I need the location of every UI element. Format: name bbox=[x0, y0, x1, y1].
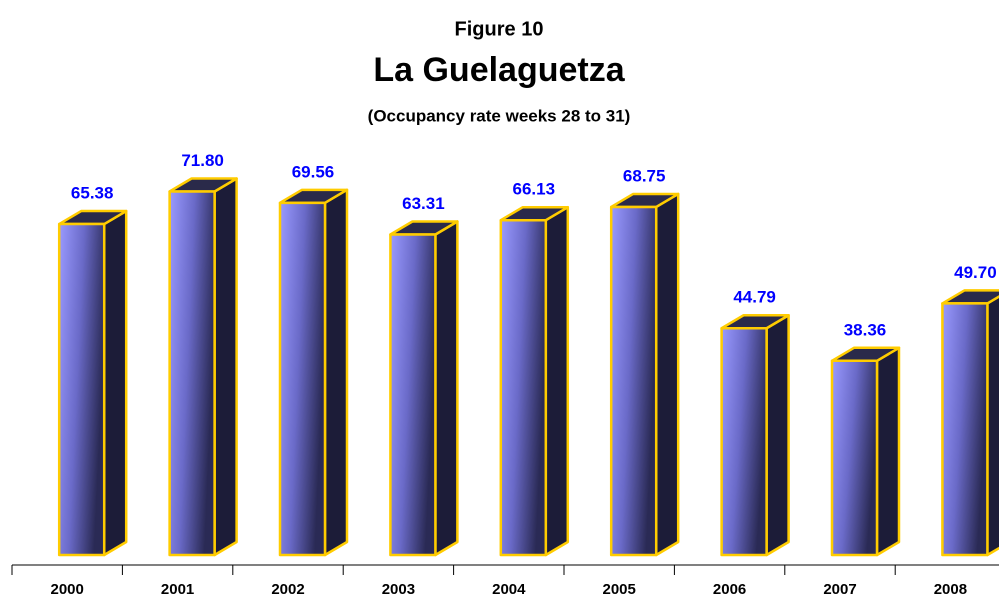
value-label: 66.13 bbox=[513, 180, 556, 199]
chart-subtitle: La Guelaguetza bbox=[373, 51, 625, 89]
bar bbox=[168, 190, 216, 557]
bar bbox=[499, 218, 548, 557]
value-label: 69.56 bbox=[292, 162, 335, 181]
bar bbox=[278, 201, 327, 557]
bar bbox=[609, 205, 658, 557]
bar bbox=[57, 222, 106, 557]
chart-caption: (Occupancy rate weeks 28 to 31) bbox=[368, 106, 631, 125]
chart-title: Figure 10 bbox=[455, 18, 544, 40]
bar-side bbox=[765, 314, 790, 557]
bar bbox=[389, 233, 437, 557]
x-tick-label: 2004 bbox=[492, 581, 526, 598]
x-tick-label: 2001 bbox=[161, 581, 194, 598]
bar-side bbox=[986, 295, 999, 557]
bar bbox=[720, 327, 768, 557]
bar bbox=[830, 359, 879, 557]
bar-top bbox=[941, 289, 999, 305]
bar-side bbox=[544, 205, 570, 557]
value-label: 68.75 bbox=[623, 166, 666, 185]
value-label: 65.38 bbox=[71, 183, 114, 202]
bar bbox=[941, 302, 989, 557]
bar-side bbox=[434, 220, 459, 557]
bar-side bbox=[213, 177, 238, 557]
x-tick-label: 2006 bbox=[713, 581, 746, 598]
bar-side bbox=[323, 188, 349, 557]
x-tick-label: 2005 bbox=[603, 581, 636, 598]
bar-side bbox=[102, 209, 128, 557]
value-label: 44.79 bbox=[733, 288, 776, 307]
value-label: 71.80 bbox=[181, 151, 224, 170]
x-tick-label: 2003 bbox=[382, 581, 415, 598]
bar-side bbox=[875, 346, 901, 557]
x-tick-label: 2000 bbox=[51, 581, 84, 598]
value-label: 38.36 bbox=[844, 320, 887, 339]
x-tick-label: 2002 bbox=[271, 581, 304, 598]
bar-side bbox=[654, 192, 680, 557]
x-tick-label: 2008 bbox=[934, 581, 967, 598]
value-label: 63.31 bbox=[402, 194, 445, 213]
value-label: 49.70 bbox=[954, 263, 997, 282]
x-tick-label: 2007 bbox=[823, 581, 856, 598]
